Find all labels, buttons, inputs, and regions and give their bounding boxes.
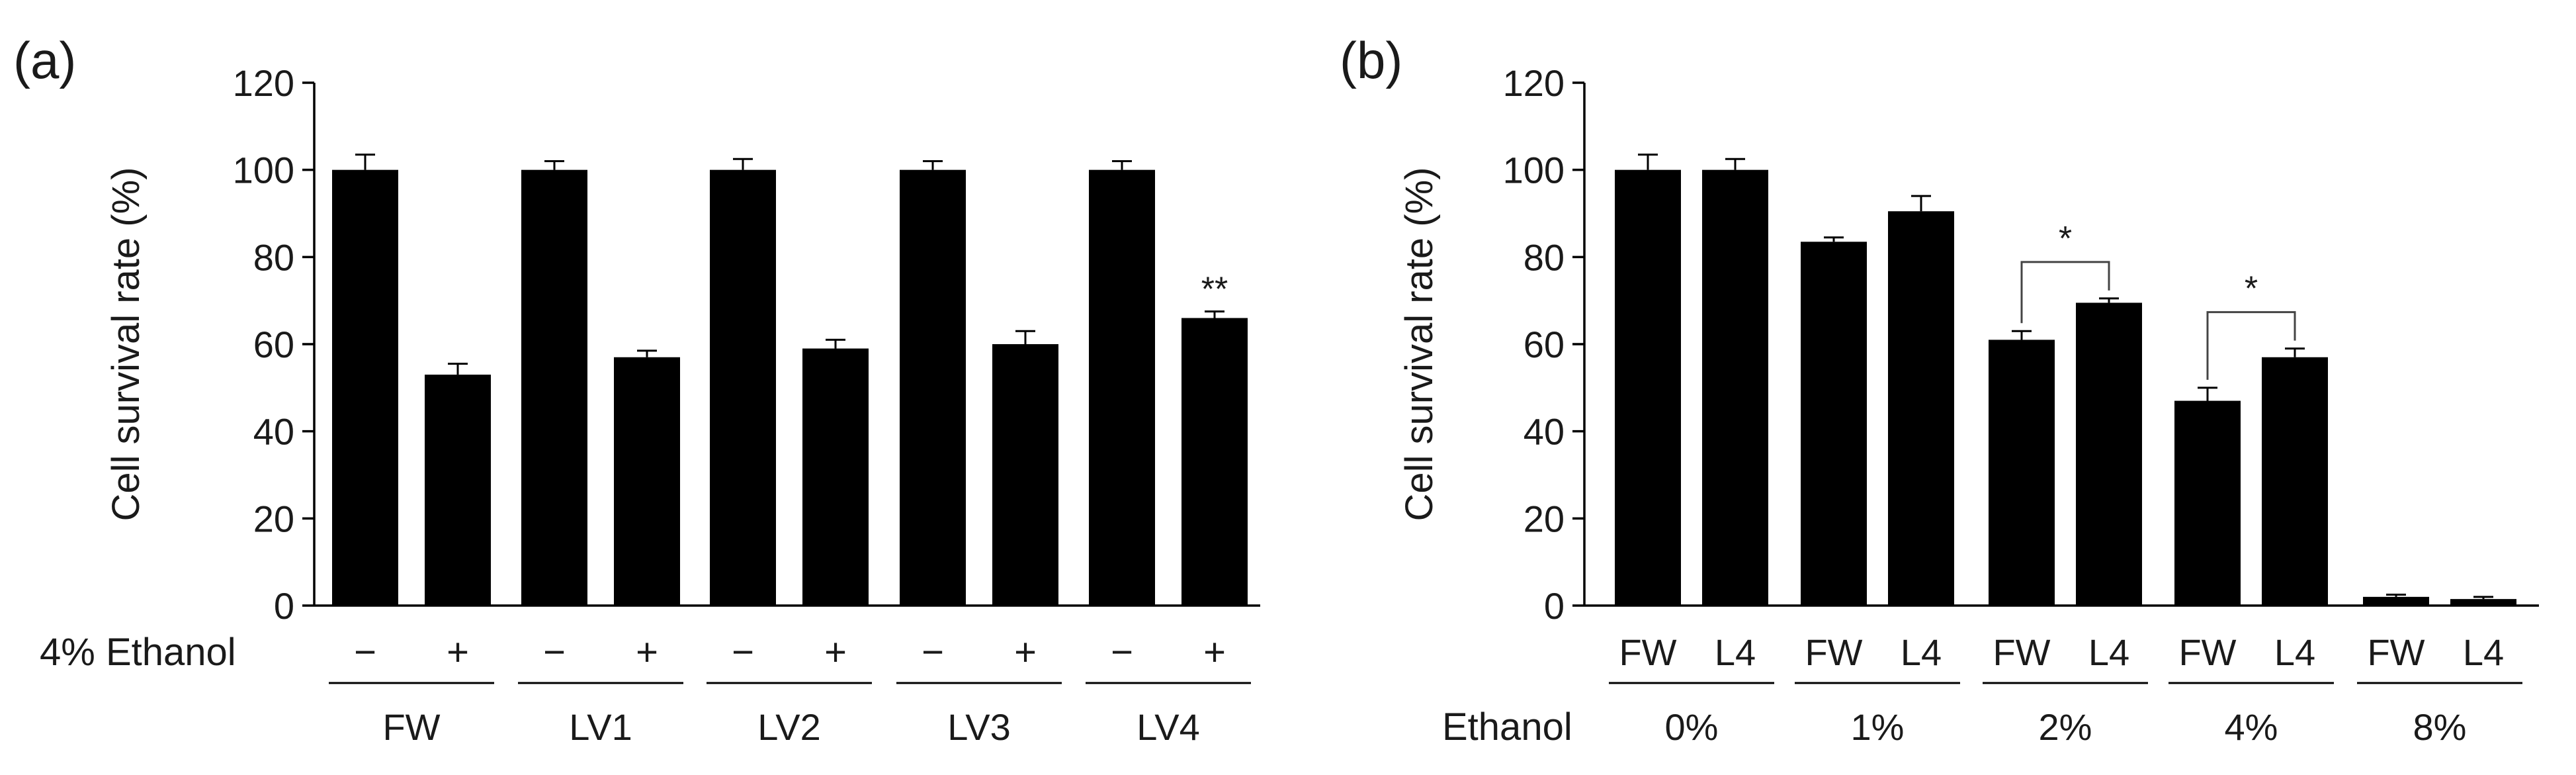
y-tick-label: 80	[1524, 236, 1565, 278]
bar-label: FW	[2367, 631, 2425, 673]
ethanol-plus-symbol: +	[824, 631, 847, 674]
bar	[1801, 242, 1867, 606]
bar-label: L4	[1715, 631, 1756, 673]
significance-marker: *	[2245, 270, 2258, 308]
bar-label: FW	[2178, 631, 2236, 673]
bar-label: FW	[1993, 631, 2050, 673]
y-axis-title: Cell survival rate (%)	[1398, 167, 1441, 522]
group-label: LV4	[1137, 706, 1199, 748]
bar	[2262, 357, 2328, 606]
bar	[614, 357, 680, 606]
bar	[1989, 340, 2055, 606]
bar	[332, 169, 398, 606]
group-label: LV3	[947, 706, 1010, 748]
group-label: FW	[382, 706, 440, 748]
panel-a: (a) Cell survival rate (%) 0 20 40 60 80 100 120…	[13, 31, 1260, 748]
y-tick-label: 60	[253, 324, 294, 365]
y-tick-label: 0	[274, 585, 294, 627]
bar	[425, 375, 491, 606]
bar	[1615, 169, 1681, 606]
condition-label: 4% Ethanol	[40, 631, 236, 674]
ethanol-plus-symbol: +	[1014, 631, 1037, 674]
bar	[1181, 318, 1248, 606]
significance-marker: **	[1201, 271, 1228, 309]
bar	[1702, 169, 1768, 606]
ethanol-concentration-label: 8%	[2413, 706, 2467, 748]
bar	[2174, 400, 2241, 606]
ethanol-minus-symbol: −	[922, 631, 944, 674]
ethanol-plus-symbol: +	[447, 631, 469, 674]
y-tick-label: 20	[253, 498, 294, 539]
ethanol-plus-symbol: +	[1203, 631, 1226, 674]
bar-label: L4	[2463, 631, 2504, 673]
panel-b: (b) Cell survival rate (%) 0 20 40 60 80 100 120…	[1340, 31, 2539, 749]
significance-bracket	[2020, 261, 2110, 324]
y-tick-label: 40	[253, 411, 294, 453]
group-label: LV2	[757, 706, 820, 748]
panel-label: (b)	[1340, 31, 1402, 89]
ethanol-concentration-label: 2%	[2039, 706, 2092, 748]
bar-label: FW	[1805, 631, 1862, 673]
bar-label: L4	[2088, 631, 2129, 673]
bar	[802, 348, 869, 606]
y-tick-label: 100	[1503, 150, 1565, 191]
ethanol-plus-symbol: +	[636, 631, 658, 674]
ethanol-concentration-label: 4%	[2225, 706, 2278, 748]
ethanol-minus-symbol: −	[543, 631, 566, 674]
bar	[2076, 302, 2142, 606]
bar	[900, 169, 966, 606]
bar	[521, 169, 587, 606]
bar-label: L4	[1901, 631, 1942, 673]
bar	[2363, 596, 2429, 606]
ethanol-concentration-label: 0%	[1665, 706, 1719, 748]
bar	[1089, 169, 1155, 606]
y-axis-title: Cell survival rate (%)	[105, 167, 148, 522]
bar-label: L4	[2274, 631, 2315, 673]
bar	[1888, 211, 1954, 606]
bar-label: FW	[1619, 631, 1676, 673]
y-tick-label: 120	[1503, 62, 1565, 104]
condition-label: Ethanol	[1442, 706, 1572, 749]
ethanol-concentration-label: 1%	[1851, 706, 1905, 748]
group-label: LV1	[569, 706, 632, 748]
significance-marker: *	[2059, 220, 2072, 258]
y-tick-label: 60	[1524, 324, 1565, 365]
y-tick-label: 100	[233, 150, 294, 191]
ethanol-minus-symbol: −	[732, 631, 754, 674]
y-tick-label: 120	[233, 62, 294, 104]
y-tick-label: 0	[1544, 585, 1565, 627]
bar	[710, 169, 776, 606]
y-tick-label: 20	[1524, 498, 1565, 539]
y-tick-label: 40	[1524, 411, 1565, 453]
ethanol-minus-symbol: −	[354, 631, 376, 674]
bar	[2450, 599, 2516, 606]
significance-bracket	[2206, 311, 2296, 380]
y-tick-label: 80	[253, 236, 294, 278]
ethanol-minus-symbol: −	[1111, 631, 1133, 674]
panel-label: (a)	[13, 31, 76, 89]
bar	[992, 344, 1058, 606]
